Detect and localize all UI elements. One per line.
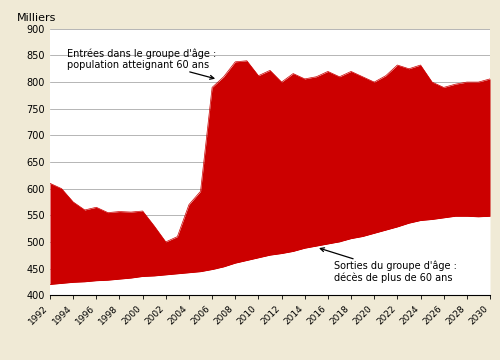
Text: Sorties du groupe d'âge :
décès de plus de 60 ans: Sorties du groupe d'âge : décès de plus … <box>320 248 456 283</box>
Text: Milliers: Milliers <box>17 13 56 23</box>
Text: Entrées dans le groupe d'âge :
population atteignant 60 ans: Entrées dans le groupe d'âge : populatio… <box>68 48 216 79</box>
